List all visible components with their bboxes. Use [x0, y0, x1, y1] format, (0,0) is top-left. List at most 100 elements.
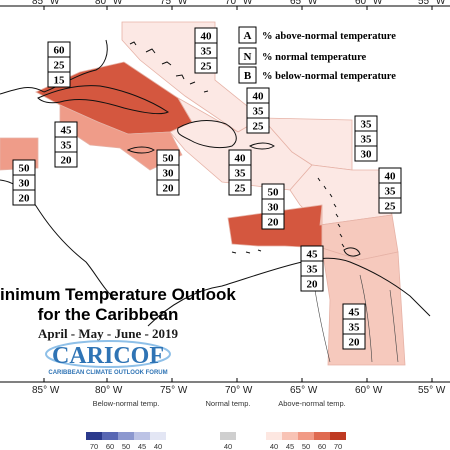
forecast-box-value: 20 [19, 193, 31, 205]
scale-tick-label: 40 [224, 442, 232, 450]
forecast-box-value: 25 [235, 183, 247, 195]
lon-label-bottom-60: 60° W [355, 385, 383, 396]
forecast-box-value: 25 [253, 121, 265, 133]
forecast-box-value: 40 [235, 153, 247, 165]
legend-text-a: % above-normal temperature [262, 31, 396, 42]
lon-label-75: 75° W [160, 0, 188, 7]
scale-swatch [134, 432, 150, 440]
trinidad-coast [343, 247, 361, 257]
forecast-boxes: 60 25 15 40 35 25 45 35 20 50 30 20 50 30 20 40 35 2… [12, 27, 402, 350]
legend-text-b: % below-normal temperature [262, 71, 396, 82]
scale-tick-label: 60 [106, 442, 114, 450]
forecast-box-cell [156, 179, 180, 196]
scale-tick-label: 50 [122, 442, 130, 450]
forecast-box-guianas: 45 35 20 [342, 303, 366, 350]
scale-tick-label: 40 [270, 442, 278, 450]
forecast-box-south-central: 50 30 20 [261, 183, 285, 230]
scale-tick-label: 70 [90, 442, 98, 450]
forecast-box-value: 60 [54, 45, 66, 57]
forecast-box-value: 35 [349, 322, 361, 334]
forecast-box-jamaica: 50 30 20 [156, 149, 180, 196]
scale-normal-title: Normal temp. [205, 399, 250, 408]
logo-swoosh [45, 340, 171, 368]
legend-key-box-a [238, 26, 257, 44]
scale-tick-label: 45 [286, 442, 294, 450]
forecast-box-value: 35 [361, 134, 373, 146]
lon-label-65: 65° W [290, 0, 318, 7]
forecast-box-value: 30 [361, 149, 373, 161]
scale-swatch [150, 432, 166, 440]
forecast-box-belize: 50 30 20 [12, 159, 36, 206]
scale-swatch [266, 432, 282, 440]
forecast-box-value: 20 [61, 155, 73, 167]
scale-above-swatches: 40 45 50 60 70 [266, 432, 346, 450]
forecast-box-value: 20 [349, 337, 361, 349]
scale-swatch [330, 432, 346, 440]
legend-key-box-b [238, 66, 257, 84]
legend-key-b: B [244, 70, 252, 82]
forecast-box-value: 35 [253, 106, 265, 118]
forecast-box-value: 15 [54, 75, 66, 87]
lesser-antilles [317, 177, 345, 248]
forecast-box-cell [246, 117, 270, 134]
scale-swatch [118, 432, 134, 440]
forecast-box-value: 35 [385, 186, 397, 198]
logo-tagline: CARIBBEAN CLIMATE OUTLOOK FORUM [48, 370, 167, 376]
scale-above-title: Above-normal temp. [278, 399, 346, 408]
forecast-box-value: 35 [235, 168, 247, 180]
caricof-logo: CARICOF CARIBBEAN CLIMATE OUTLOOK FORUM [45, 340, 171, 376]
longitude-labels-top: 85° W 80° W 75° W 70° W 65° W 60° W 55° … [32, 0, 446, 7]
lon-label-bottom-55: 55° W [418, 385, 446, 396]
lon-label-bottom-65: 65° W [290, 385, 318, 396]
forecast-box-value: 25 [201, 61, 213, 73]
forecast-box-value: 35 [307, 264, 319, 276]
forecast-box-cell [300, 275, 324, 292]
scale-swatch [102, 432, 118, 440]
season-label: April - May - June - 2019 [38, 326, 179, 341]
scale-swatch [314, 432, 330, 440]
lon-label-70: 70° W [225, 0, 253, 7]
lon-label-80: 80° W [95, 0, 123, 7]
forecast-box-value: 40 [253, 91, 265, 103]
scale-swatch [220, 432, 236, 440]
lon-label-85: 85° W [32, 0, 60, 7]
forecast-box-cell [342, 333, 366, 350]
forecast-box-value: 50 [163, 153, 175, 165]
forecast-box-value: 35 [61, 140, 73, 152]
longitude-labels-bottom: 85° W 80° W 75° W 70° W 65° W 60° W 55° … [32, 385, 446, 396]
cuba-coast [37, 85, 169, 115]
forecast-box-bahamas: 40 35 25 [194, 27, 218, 74]
puerto-rico-coast [249, 142, 275, 150]
lon-label-bottom-75: 75° W [160, 385, 188, 396]
scale-tick-label: 70 [334, 442, 342, 450]
scale-swatch [86, 432, 102, 440]
legend-text-n: % normal temperature [262, 52, 367, 63]
forecast-box-value: 20 [307, 279, 319, 291]
forecast-box-value: 40 [201, 31, 213, 43]
title-block: inimum Temperature Outlook for the Carib… [0, 285, 236, 376]
forecast-box-value: 50 [268, 187, 280, 199]
forecast-box-value: 45 [307, 249, 319, 261]
scale-below-swatches: 70 60 50 45 40 [86, 432, 166, 450]
scale-tick-label: 45 [138, 442, 146, 450]
forecast-box-value: 45 [349, 307, 361, 319]
forecast-box-cell [194, 57, 218, 74]
forecast-box-value: 30 [268, 202, 280, 214]
forecast-box-cell [378, 197, 402, 214]
forecast-box-cayman: 45 35 20 [54, 121, 78, 168]
forecast-box-value: 25 [54, 60, 66, 72]
forecast-box-trinidad: 45 35 20 [300, 245, 324, 292]
title-line-2: for the Caribbean [38, 305, 179, 324]
forecast-box-cell [261, 213, 285, 230]
forecast-box-cell [354, 145, 378, 162]
scale-tick-label: 50 [302, 442, 310, 450]
forecast-box-leewards-north: 35 35 30 [354, 115, 378, 162]
lon-label-bottom-85: 85° W [32, 385, 60, 396]
forecast-box-cell [47, 71, 71, 88]
forecast-box-hispaniola: 40 35 25 [228, 149, 252, 196]
jamaica-coast [126, 146, 155, 154]
legend-key-a: A [244, 30, 252, 42]
forecast-box-value: 20 [163, 183, 175, 195]
forecast-box-value: 50 [19, 163, 31, 175]
aruba-curacao [231, 249, 262, 254]
